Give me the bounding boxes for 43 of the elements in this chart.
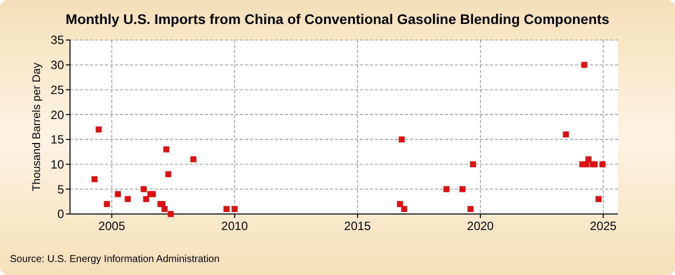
y-tick-label: 25 [50,82,64,97]
point [143,196,150,202]
y-tick-label: 30 [50,58,64,72]
point [398,136,405,142]
point [470,161,476,168]
point [586,156,592,162]
x-tick-label: 2015 [344,219,372,233]
point [96,126,102,132]
point [150,191,156,198]
point [401,206,408,212]
point [190,156,196,162]
y-tick-label: 0 [57,207,64,222]
point [140,186,147,192]
point [397,201,404,208]
point [168,211,174,217]
point [92,176,98,182]
point [232,206,238,212]
y-tick-label: 20 [50,108,64,122]
source-note: Source: U.S. Energy Information Administration [10,254,220,265]
point [104,201,110,208]
point [163,146,170,152]
point [443,186,450,192]
y-tick-label: 5 [57,182,64,196]
point [468,206,474,212]
point [581,62,588,68]
point [124,196,131,202]
point [596,196,602,202]
chart-title: Monthly U.S. Imports from China of Conventional Gasoline Blending Components [66,11,610,27]
y-tick-label: 15 [50,132,64,147]
point [165,171,172,178]
y-tick-label: 10 [50,157,64,172]
x-tick-label: 2010 [221,219,248,233]
point [562,131,569,138]
x-tick-label: 2025 [590,219,617,233]
point [600,161,606,168]
point [114,191,121,198]
x-tick-label: 2020 [467,219,494,233]
y-tick-label: 35 [50,33,64,48]
point [459,186,466,192]
point [224,206,230,212]
point [162,206,168,212]
y-axis-title: Thousand Barrels per Day [31,62,43,192]
x-tick-label: 2005 [98,219,126,233]
